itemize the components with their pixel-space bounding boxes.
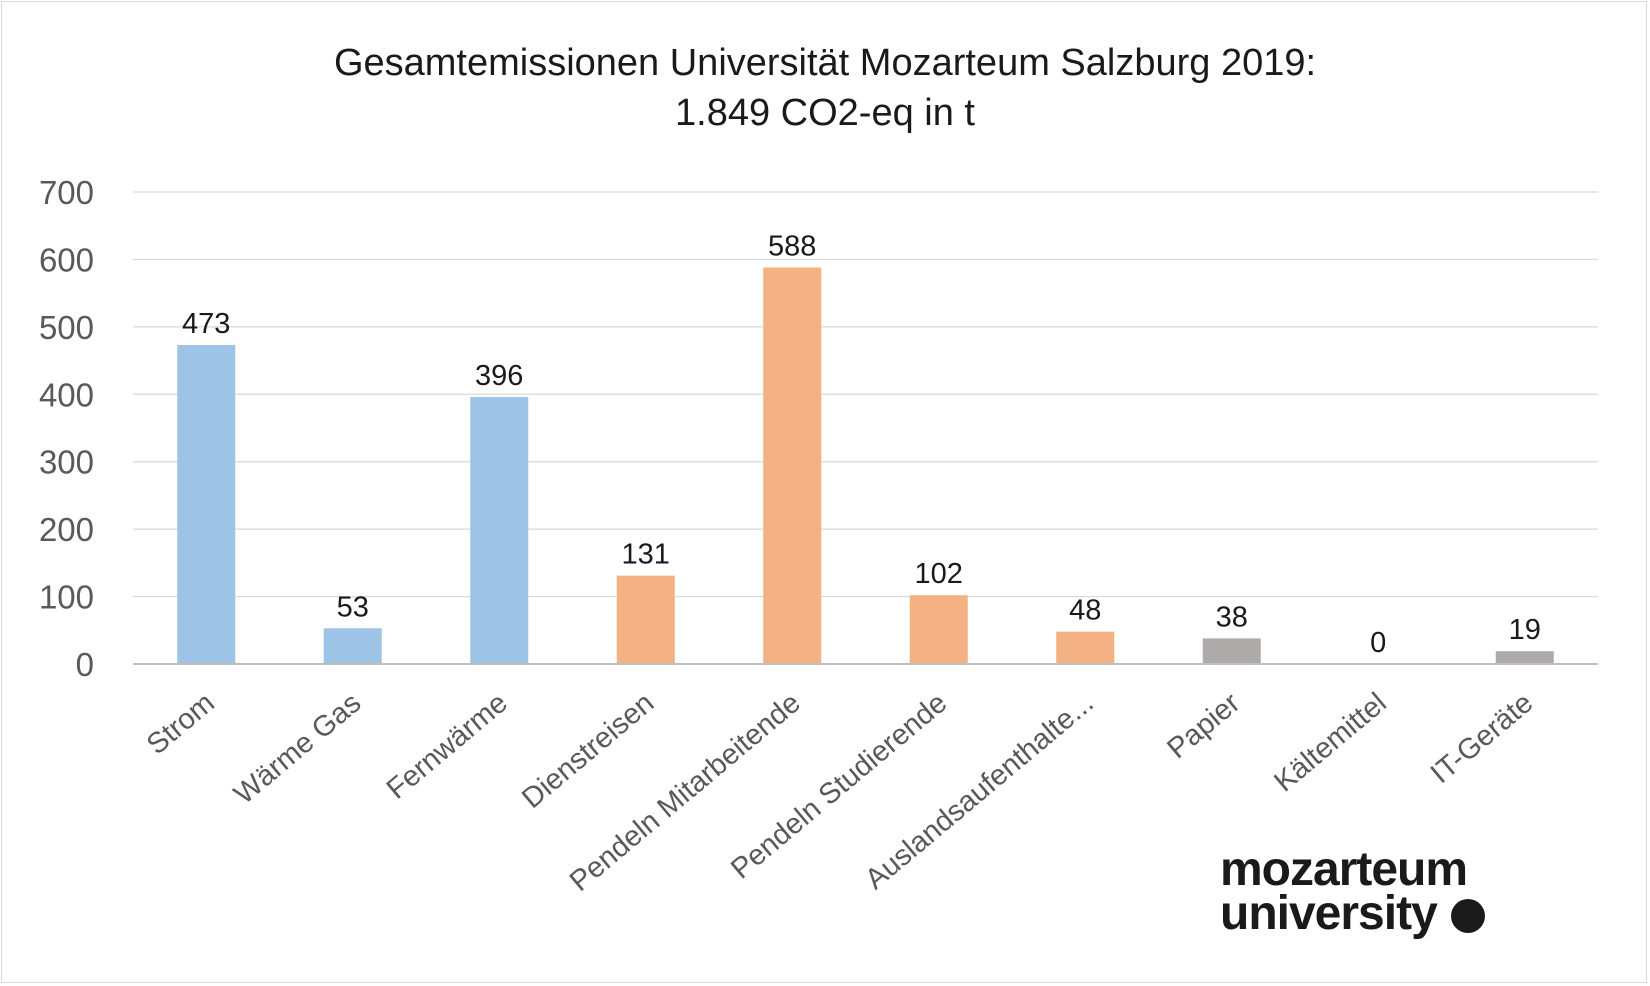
x-tick-label: Strom [141,687,221,761]
y-tick-label: 0 [76,646,94,683]
bar [616,575,675,664]
bar [1056,631,1115,664]
data-label: 473 [182,308,230,340]
data-label: 102 [915,558,963,590]
bar [763,267,822,664]
chart-title-block: Gesamtemissionen Universität Mozarteum S… [0,38,1650,138]
bar [909,595,968,664]
x-tick-label: IT-Geräte [1425,687,1539,790]
data-label: 38 [1216,601,1248,633]
y-tick-label: 200 [39,511,94,548]
x-tick-label: Papier [1161,687,1246,766]
x-tick-label: Pendeln Mitarbeitende [564,687,807,898]
y-tick-label: 600 [39,241,94,278]
data-label: 396 [475,360,523,392]
bar [1495,651,1554,664]
x-tick-label: Fernwärme [381,687,514,806]
y-tick-label: 100 [39,579,94,616]
y-tick-label: 500 [39,309,94,346]
x-tick-label: Kältemittel [1268,687,1392,799]
bar [1202,638,1261,664]
logo-line-2-text: university [1220,887,1438,940]
x-tick-label: Wärme Gas [228,687,367,811]
logo-line-2: university [1220,890,1580,938]
logo-line-1: mozarteum [1220,843,1468,896]
y-tick-label: 700 [39,174,94,211]
data-label: 48 [1069,595,1101,627]
y-tick-label: 300 [39,444,94,481]
data-label: 53 [337,591,369,623]
bar [177,345,236,664]
chart-subtitle: 1.849 CO2-eq in t [675,92,975,134]
x-tick-label: Dienstreisen [516,687,660,815]
logo-dot-icon [1450,899,1485,933]
bar [323,628,382,664]
data-label: 131 [622,539,670,571]
data-label: 19 [1509,614,1541,646]
data-label: 0 [1370,627,1386,659]
bar [470,396,529,664]
chart-title: Gesamtemissionen Universität Mozarteum S… [333,42,1317,84]
data-label: 588 [768,231,816,263]
mozarteum-logo: mozarteum university [1220,843,1580,938]
y-tick-label: 400 [39,376,94,413]
